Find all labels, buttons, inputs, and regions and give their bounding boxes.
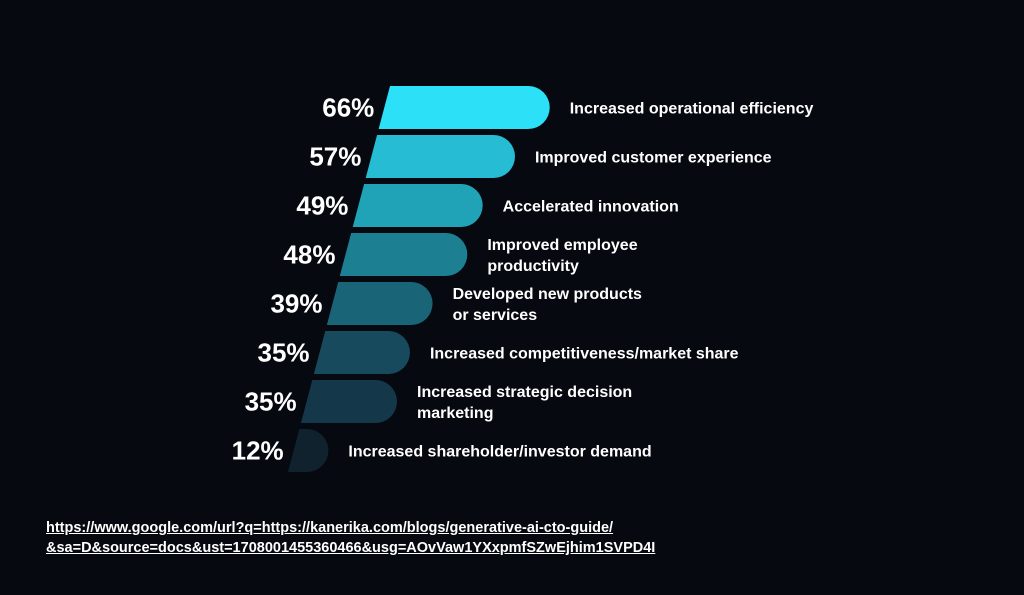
bar-category-line: Accelerated innovation [503,199,679,216]
bar-category-line: Developed new products [453,286,642,303]
bar-category-line: Increased strategic decision [417,384,632,401]
bar-7 [300,380,398,423]
bar-category-line: Increased shareholder/investor demand [348,444,651,461]
bar-category-label-8: Increased shareholder/investor demand [348,444,651,461]
bar-value-label-7: 35% [245,387,297,417]
bar-8 [288,429,329,472]
bar-5 [326,282,433,325]
bar-value-label-1: 66% [322,93,374,123]
bar-category-line: Increased operational efficiency [570,101,814,118]
bar-category-label-3: Accelerated innovation [503,199,679,216]
source-link[interactable]: https://www.google.com/url?q=https://kan… [46,518,806,558]
bar-3 [352,184,483,227]
source-link-line-1[interactable]: https://www.google.com/url?q=https://kan… [46,520,614,536]
bar-category-label-7: Increased strategic decision marketing [417,384,632,422]
bar-value-label-3: 49% [296,191,348,221]
bar-category-label-1: Increased operational efficiency [570,101,814,118]
bar-category-label-4: Improved employee productivity [487,237,637,275]
bar-category-line: marketing [417,405,493,422]
bar-category-line: Increased competitiveness/market share [430,346,739,363]
bar-value-label-2: 57% [309,142,361,172]
bar-4 [339,233,468,276]
bar-value-label-4: 48% [283,240,335,270]
bar-category-label-5: Developed new products or services [453,286,642,324]
bar-value-label-5: 39% [270,289,322,319]
bar-2 [365,135,515,178]
bar-category-line: or services [453,307,538,324]
bar-category-line: productivity [487,258,579,275]
bar-6 [313,331,410,374]
bar-category-line: Improved employee [487,237,637,254]
bar-value-label-8: 12% [232,436,284,466]
bar-1 [378,86,550,129]
bar-category-label-6: Increased competitiveness/market share [430,346,739,363]
source-link-line-2[interactable]: &sa=D&source=docs&ust=1708001455360466&u… [46,540,656,556]
bar-category-label-2: Improved customer experience [535,150,772,167]
bar-category-line: Improved customer experience [535,150,772,167]
bar-value-label-6: 35% [258,338,310,368]
